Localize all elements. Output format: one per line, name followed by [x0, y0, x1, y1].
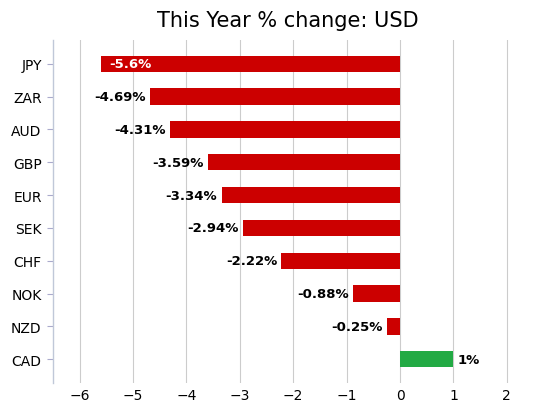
Bar — [150, 89, 400, 106]
Text: -2.22%: -2.22% — [226, 255, 277, 268]
Text: -4.31%: -4.31% — [114, 123, 166, 137]
Text: -0.88%: -0.88% — [297, 287, 349, 300]
Text: -2.94%: -2.94% — [187, 222, 239, 235]
Text: -0.25%: -0.25% — [331, 320, 382, 333]
Bar — [101, 57, 400, 73]
Bar — [170, 122, 400, 138]
Bar — [222, 188, 400, 204]
Bar — [281, 253, 400, 269]
Text: -3.34%: -3.34% — [166, 189, 217, 202]
Bar — [243, 220, 400, 237]
Title: This Year % change: USD: This Year % change: USD — [157, 11, 419, 31]
Text: -5.6%: -5.6% — [109, 58, 151, 71]
Bar — [208, 155, 400, 171]
Bar — [387, 318, 400, 335]
Bar — [400, 351, 453, 368]
Text: 1%: 1% — [458, 353, 480, 366]
Text: -3.59%: -3.59% — [153, 157, 204, 169]
Text: -4.69%: -4.69% — [94, 91, 145, 104]
Bar — [353, 286, 400, 302]
